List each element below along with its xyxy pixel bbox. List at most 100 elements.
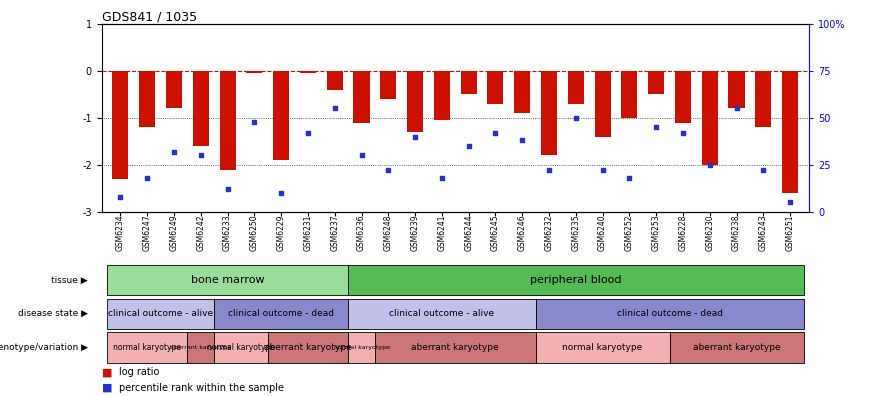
Text: GDS841 / 1035: GDS841 / 1035: [102, 11, 197, 24]
Bar: [107, 265, 348, 295]
Bar: [348, 299, 536, 329]
Point: [194, 152, 208, 158]
Bar: [375, 332, 536, 363]
Bar: [268, 332, 348, 363]
Bar: [755, 71, 772, 127]
Point: [649, 124, 663, 130]
Bar: [536, 299, 804, 329]
Text: GSM6243: GSM6243: [758, 215, 768, 251]
Text: GSM6236: GSM6236: [357, 215, 366, 251]
Point: [301, 129, 315, 136]
Point: [461, 143, 476, 149]
Text: GSM6251: GSM6251: [786, 215, 795, 251]
Text: GSM6247: GSM6247: [142, 215, 152, 251]
Bar: [487, 71, 504, 104]
Text: GSM6250: GSM6250: [250, 215, 259, 251]
Text: GSM6244: GSM6244: [464, 215, 473, 251]
Point: [408, 133, 423, 140]
Text: bone marrow: bone marrow: [191, 275, 264, 285]
Text: GSM6229: GSM6229: [277, 215, 286, 251]
Bar: [568, 71, 583, 104]
Text: GSM6231: GSM6231: [303, 215, 312, 251]
Text: GSM6253: GSM6253: [652, 215, 660, 251]
Text: clinical outcome - dead: clinical outcome - dead: [616, 309, 722, 318]
Text: GSM6237: GSM6237: [331, 215, 339, 251]
Text: clinical outcome - dead: clinical outcome - dead: [228, 309, 334, 318]
Text: GSM6248: GSM6248: [384, 215, 392, 251]
Bar: [461, 71, 476, 94]
Point: [354, 152, 369, 158]
Bar: [112, 71, 128, 179]
Bar: [193, 71, 209, 146]
Text: clinical outcome - alive: clinical outcome - alive: [389, 309, 494, 318]
Bar: [674, 71, 691, 122]
Text: log ratio: log ratio: [119, 367, 160, 377]
Text: GSM6252: GSM6252: [625, 215, 634, 251]
Text: normal karyotype: normal karyotype: [113, 343, 181, 352]
Bar: [728, 71, 744, 109]
Text: GSM6238: GSM6238: [732, 215, 741, 251]
Text: GSM6230: GSM6230: [705, 215, 714, 251]
Bar: [380, 71, 396, 99]
Text: peripheral blood: peripheral blood: [530, 275, 621, 285]
Text: GSM6235: GSM6235: [571, 215, 580, 251]
Point: [596, 167, 610, 173]
Text: aberrant karyotype: aberrant karyotype: [693, 343, 781, 352]
Point: [328, 105, 342, 112]
Point: [622, 175, 636, 181]
Bar: [407, 71, 423, 132]
Text: normal karyotype: normal karyotype: [333, 345, 390, 350]
Bar: [621, 71, 637, 118]
Text: GSM6232: GSM6232: [545, 215, 553, 251]
Bar: [348, 265, 804, 295]
Bar: [648, 71, 664, 94]
Point: [729, 105, 743, 112]
Text: tissue ▶: tissue ▶: [51, 276, 88, 285]
Bar: [247, 71, 263, 73]
Point: [542, 167, 556, 173]
Bar: [595, 71, 611, 137]
Text: ■: ■: [102, 367, 112, 377]
Bar: [348, 332, 375, 363]
Point: [141, 175, 155, 181]
Bar: [214, 299, 348, 329]
Point: [783, 199, 797, 206]
Bar: [541, 71, 557, 155]
Text: GSM6228: GSM6228: [678, 215, 688, 251]
Bar: [354, 71, 370, 122]
Point: [568, 114, 583, 121]
Bar: [782, 71, 798, 193]
Text: GSM6242: GSM6242: [196, 215, 205, 251]
Bar: [434, 71, 450, 120]
Bar: [273, 71, 289, 160]
Point: [220, 186, 234, 192]
Bar: [187, 332, 214, 363]
Text: GSM6241: GSM6241: [438, 215, 446, 251]
Text: GSM6239: GSM6239: [410, 215, 420, 251]
Bar: [669, 332, 804, 363]
Point: [381, 167, 395, 173]
Point: [676, 129, 690, 136]
Point: [756, 167, 770, 173]
Text: aberrant karyotype: aberrant karyotype: [411, 343, 499, 352]
Bar: [514, 71, 530, 113]
Bar: [214, 332, 268, 363]
Text: aberrant karyotype: aberrant karyotype: [171, 345, 232, 350]
Text: ■: ■: [102, 383, 112, 393]
Bar: [702, 71, 718, 165]
Point: [488, 129, 502, 136]
Text: genotype/variation ▶: genotype/variation ▶: [0, 343, 88, 352]
Bar: [536, 332, 669, 363]
Point: [167, 148, 181, 155]
Point: [274, 190, 288, 196]
Text: GSM6246: GSM6246: [518, 215, 527, 251]
Point: [113, 194, 127, 200]
Text: GSM6245: GSM6245: [491, 215, 500, 251]
Bar: [107, 299, 214, 329]
Point: [703, 162, 717, 168]
Text: percentile rank within the sample: percentile rank within the sample: [119, 383, 285, 393]
Bar: [166, 71, 182, 109]
Point: [515, 137, 530, 143]
Text: normal karyotype: normal karyotype: [207, 343, 275, 352]
Text: disease state ▶: disease state ▶: [18, 309, 88, 318]
